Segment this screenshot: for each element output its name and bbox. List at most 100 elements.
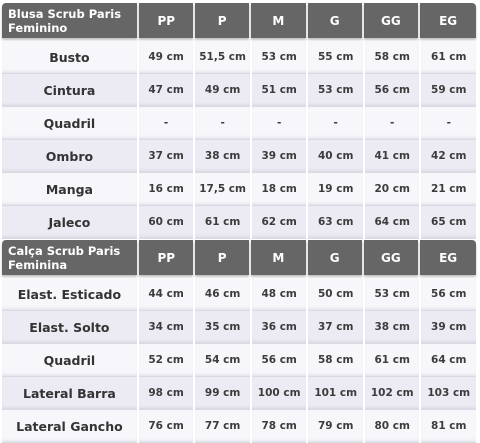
table-row: Elast. Solto 34 cm 35 cm 36 cm 37 cm 38 cm 39 …: [2, 311, 477, 344]
measurement-cell: 59 cm: [421, 74, 477, 107]
measurement-cell: 61 cm: [195, 206, 250, 239]
measurement-cell: 99 cm: [195, 377, 250, 410]
table-body: Elast. Esticado 44 cm 46 cm 48 cm 50 cm 53 cm…: [2, 278, 477, 443]
measurement-cell: 103 cm: [421, 377, 477, 410]
measurement-cell: 39 cm: [251, 140, 307, 173]
row-label: Elast. Solto: [2, 311, 137, 344]
column-header-gg: GG: [363, 240, 419, 275]
row-label: Quadril: [2, 107, 137, 140]
table-row: Jaleco 60 cm 61 cm 62 cm 63 cm 64 cm 65 cm: [2, 206, 477, 239]
measurement-cell: -: [308, 107, 363, 140]
table-row: Manga 16 cm 17,5 cm 18 cm 19 cm 20 cm 21 cm: [2, 173, 477, 206]
row-label: Busto: [2, 41, 137, 74]
measurement-cell: 35 cm: [195, 311, 250, 344]
measurement-cell: 50 cm: [308, 278, 363, 311]
measurement-cell: 44 cm: [138, 278, 194, 311]
measurement-cell: 16 cm: [138, 173, 194, 206]
measurement-cell: 20 cm: [364, 173, 420, 206]
table-title: Calça Scrub Paris Feminina: [2, 240, 138, 275]
table-row: Ombro 37 cm 38 cm 39 cm 40 cm 41 cm 42 cm: [2, 140, 477, 173]
measurement-cell: 36 cm: [251, 311, 307, 344]
measurement-cell: 56 cm: [251, 344, 307, 377]
table-row: Quadril - - - - - -: [2, 107, 477, 140]
measurement-cell: 61 cm: [364, 344, 420, 377]
table-header-row: Blusa Scrub Paris Feminino PP P M G GG EG: [2, 3, 477, 38]
measurement-cell: 34 cm: [138, 311, 194, 344]
measurement-cell: 49 cm: [195, 74, 250, 107]
measurement-cell: 49 cm: [138, 41, 194, 74]
measurement-cell: 21 cm: [421, 173, 477, 206]
measurement-cell: 61 cm: [421, 41, 477, 74]
measurement-cell: 47 cm: [138, 74, 194, 107]
measurement-cell: 76 cm: [138, 410, 194, 443]
measurement-cell: 40 cm: [308, 140, 363, 173]
measurement-cell: 46 cm: [195, 278, 250, 311]
column-header-p: P: [195, 3, 249, 38]
column-header-eg: EG: [420, 3, 477, 38]
measurement-cell: 78 cm: [251, 410, 307, 443]
measurement-cell: -: [364, 107, 420, 140]
table-row: Elast. Esticado 44 cm 46 cm 48 cm 50 cm 53 cm…: [2, 278, 477, 311]
measurement-cell: -: [138, 107, 194, 140]
row-label: Quadril: [2, 344, 137, 377]
measurement-cell: 79 cm: [308, 410, 363, 443]
column-header-pp: PP: [139, 3, 194, 38]
measurement-cell: -: [421, 107, 477, 140]
measurement-cell: 56 cm: [421, 278, 477, 311]
measurement-cell: 58 cm: [308, 344, 363, 377]
measurement-cell: 37 cm: [308, 311, 363, 344]
measurement-cell: 41 cm: [364, 140, 420, 173]
measurement-cell: -: [195, 107, 250, 140]
table-row: Lateral Barra 98 cm 99 cm 100 cm 101 cm 102 c…: [2, 377, 477, 410]
measurement-cell: 42 cm: [421, 140, 477, 173]
row-label: Manga: [2, 173, 137, 206]
measurement-cell: 38 cm: [195, 140, 250, 173]
measurement-cell: 37 cm: [138, 140, 194, 173]
table-row: Lateral Gancho 76 cm 77 cm 78 cm 79 cm 80 cm 8…: [2, 410, 477, 443]
table-row: Quadril 52 cm 54 cm 56 cm 58 cm 61 cm 64 cm: [2, 344, 477, 377]
measurement-cell: 101 cm: [308, 377, 363, 410]
measurement-cell: 48 cm: [251, 278, 307, 311]
measurement-cell: 39 cm: [421, 311, 477, 344]
measurement-cell: 80 cm: [364, 410, 420, 443]
column-header-g: G: [307, 240, 362, 275]
measurement-cell: 52 cm: [138, 344, 194, 377]
measurement-cell: 51 cm: [251, 74, 307, 107]
measurement-cell: 53 cm: [364, 278, 420, 311]
column-header-m: M: [250, 3, 306, 38]
row-label: Cintura: [2, 74, 137, 107]
measurement-cell: 17,5 cm: [195, 173, 250, 206]
measurement-cell: 51,5 cm: [195, 41, 250, 74]
table-title: Blusa Scrub Paris Feminino: [2, 3, 138, 38]
measurement-cell: 63 cm: [308, 206, 363, 239]
measurement-cell: -: [251, 107, 307, 140]
measurement-cell: 38 cm: [364, 311, 420, 344]
column-header-eg: EG: [420, 240, 477, 275]
measurement-cell: 65 cm: [421, 206, 477, 239]
measurement-cell: 56 cm: [364, 74, 420, 107]
measurement-cell: 54 cm: [195, 344, 250, 377]
column-header-p: P: [195, 240, 249, 275]
measurement-cell: 100 cm: [251, 377, 307, 410]
table-row: Busto 49 cm 51,5 cm 53 cm 55 cm 58 cm 61 cm: [2, 41, 477, 74]
column-header-gg: GG: [363, 3, 419, 38]
calca-size-table: Calça Scrub Paris Feminina PP P M G GG EG Elast…: [2, 240, 477, 443]
row-label: Jaleco: [2, 206, 137, 239]
measurement-cell: 98 cm: [138, 377, 194, 410]
measurement-cell: 60 cm: [138, 206, 194, 239]
row-label: Lateral Barra: [2, 377, 137, 410]
table-header-row: Calça Scrub Paris Feminina PP P M G GG EG: [2, 240, 477, 275]
measurement-cell: 102 cm: [364, 377, 420, 410]
column-header-g: G: [307, 3, 362, 38]
column-header-pp: PP: [139, 240, 194, 275]
row-label: Elast. Esticado: [2, 278, 137, 311]
measurement-cell: 81 cm: [421, 410, 477, 443]
measurement-cell: 53 cm: [251, 41, 307, 74]
measurement-cell: 53 cm: [308, 74, 363, 107]
blusa-size-table: Blusa Scrub Paris Feminino PP P M G GG EG Busto…: [2, 3, 477, 239]
measurement-cell: 18 cm: [251, 173, 307, 206]
table-body: Busto 49 cm 51,5 cm 53 cm 55 cm 58 cm 61 cm Cin…: [2, 41, 477, 239]
column-header-m: M: [250, 240, 306, 275]
measurement-cell: 19 cm: [308, 173, 363, 206]
row-label: Ombro: [2, 140, 137, 173]
